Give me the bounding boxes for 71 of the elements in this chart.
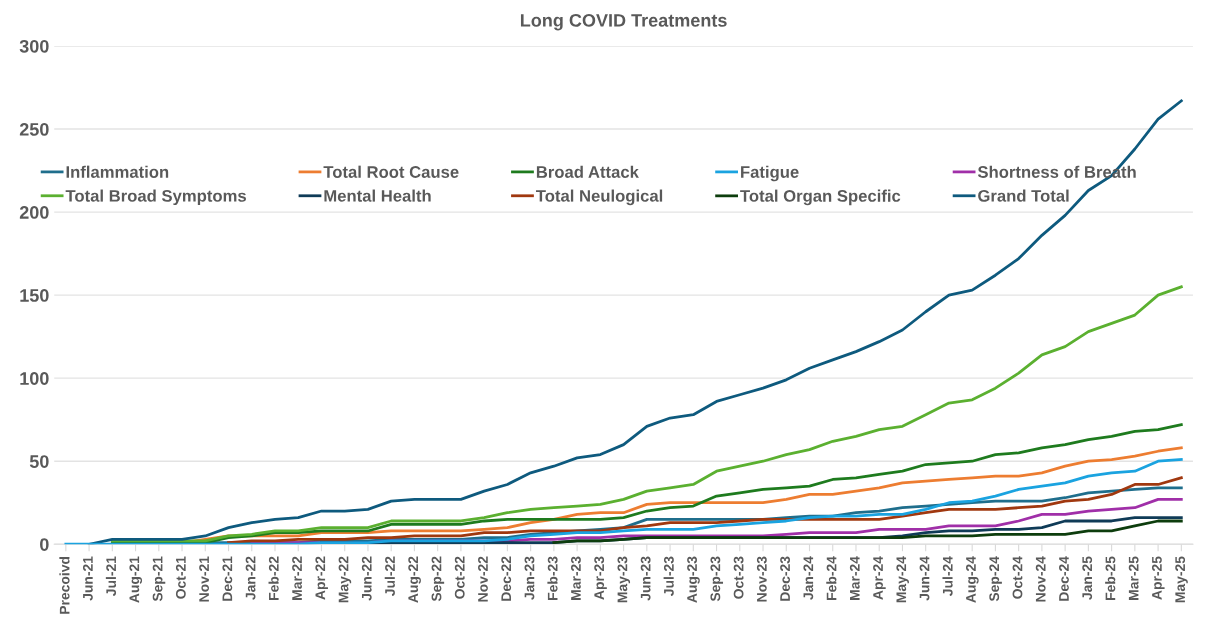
legend-label: Mental Health bbox=[324, 189, 431, 202]
y-tick-label: 100 bbox=[20, 372, 49, 385]
x-tick-label: Jun-22 bbox=[361, 556, 372, 601]
x-tick-label: Sep-24 bbox=[989, 556, 1002, 602]
x-tick-label: Feb-23 bbox=[547, 556, 558, 600]
y-tick-label: 250 bbox=[19, 123, 49, 136]
legend-label: Total Organ Specific bbox=[740, 189, 901, 206]
x-tick-label: Apr-23 bbox=[594, 556, 607, 600]
x-tick-label: Jan-24 bbox=[803, 556, 814, 600]
x-tick-label: Apr-25 bbox=[1151, 556, 1165, 600]
x-tick-label: Nov-21 bbox=[199, 556, 210, 602]
x-tick-label: Sep-22 bbox=[431, 556, 445, 602]
legend-label: Grand Total bbox=[978, 189, 1069, 202]
x-tick-label: Dec-23 bbox=[780, 556, 791, 601]
legend-label: Total Neulogical bbox=[535, 189, 663, 206]
legend-label: Inflammation bbox=[66, 165, 169, 178]
x-tick-label: Jul-21 bbox=[105, 556, 117, 596]
x-tick-label: Jun-21 bbox=[82, 556, 93, 601]
chart-title: Long COVID Treatments bbox=[520, 13, 727, 31]
x-tick-label: May-23 bbox=[617, 556, 631, 603]
x-tick-label: Jun-24 bbox=[919, 556, 930, 601]
x-tick-label: Jul-23 bbox=[663, 556, 674, 596]
x-tick-label: Feb-25 bbox=[1105, 556, 1116, 600]
x-tick-label: Jan-25 bbox=[1082, 556, 1093, 600]
x-tick-label: Mar-22 bbox=[292, 556, 302, 600]
x-tick-label: Nov-22 bbox=[478, 556, 488, 602]
x-tick-label: Feb-22 bbox=[268, 556, 279, 600]
legend-label: Total Root Cause bbox=[323, 165, 459, 178]
x-tick-label: Aug-24 bbox=[966, 556, 979, 603]
x-tick-label: Jul-24 bbox=[942, 556, 953, 596]
x-tick-label: Oct-24 bbox=[1012, 556, 1023, 599]
x-tick-label: Nov-23 bbox=[756, 556, 767, 602]
x-tick-label: Apr-22 bbox=[315, 556, 328, 600]
x-tick-label: Aug-21 bbox=[129, 556, 143, 603]
line-series bbox=[227, 476, 1183, 544]
x-tick-label: Mar-23 bbox=[571, 556, 581, 600]
x-tick-label: Aug-23 bbox=[687, 556, 700, 603]
x-tick-label: Dec-21 bbox=[222, 556, 233, 601]
line-series bbox=[110, 423, 1183, 544]
x-tick-label: Oct-23 bbox=[733, 556, 744, 599]
x-tick-label: Jul-22 bbox=[384, 556, 395, 596]
x-tick-label: Aug-22 bbox=[408, 556, 421, 603]
y-tick-label: 300 bbox=[19, 39, 49, 53]
x-tick-label: Mar-25 bbox=[1128, 556, 1139, 600]
legend-label: Total Broad Symptoms bbox=[65, 189, 246, 206]
x-tick-label: Oct-22 bbox=[454, 556, 465, 599]
x-tick-label: May-22 bbox=[338, 556, 352, 603]
x-tick-label: May-24 bbox=[896, 556, 909, 603]
x-tick-label: Jan-22 bbox=[245, 556, 256, 600]
x-tick-label: Mar-24 bbox=[849, 556, 860, 600]
y-tick-label: 50 bbox=[29, 455, 49, 468]
line-series bbox=[64, 458, 1183, 545]
x-tick-label: May-25 bbox=[1175, 556, 1188, 603]
x-tick-label: Apr-24 bbox=[873, 556, 886, 600]
x-tick-label: Dec-22 bbox=[501, 556, 512, 601]
x-tick-label: Nov-24 bbox=[1035, 556, 1046, 602]
x-tick-label: Sep-23 bbox=[710, 556, 724, 602]
line-series bbox=[110, 285, 1183, 543]
x-tick-label: Sep-21 bbox=[152, 556, 166, 602]
line-series bbox=[552, 519, 1183, 544]
x-tick-label: Jun-23 bbox=[640, 556, 651, 601]
x-tick-label: Precoivd bbox=[59, 556, 70, 614]
y-tick-label: 150 bbox=[20, 289, 49, 302]
x-tick-label: Oct-21 bbox=[175, 556, 186, 599]
legend-label: Fatigue bbox=[741, 165, 799, 182]
x-tick-label: Jan-23 bbox=[524, 556, 535, 600]
y-tick-label: 200 bbox=[19, 206, 49, 219]
y-tick-label: 0 bbox=[40, 538, 49, 551]
x-tick-label: Dec-24 bbox=[1059, 556, 1069, 601]
x-tick-label: Feb-24 bbox=[826, 556, 837, 600]
legend-label: Broad Attack bbox=[536, 165, 639, 178]
